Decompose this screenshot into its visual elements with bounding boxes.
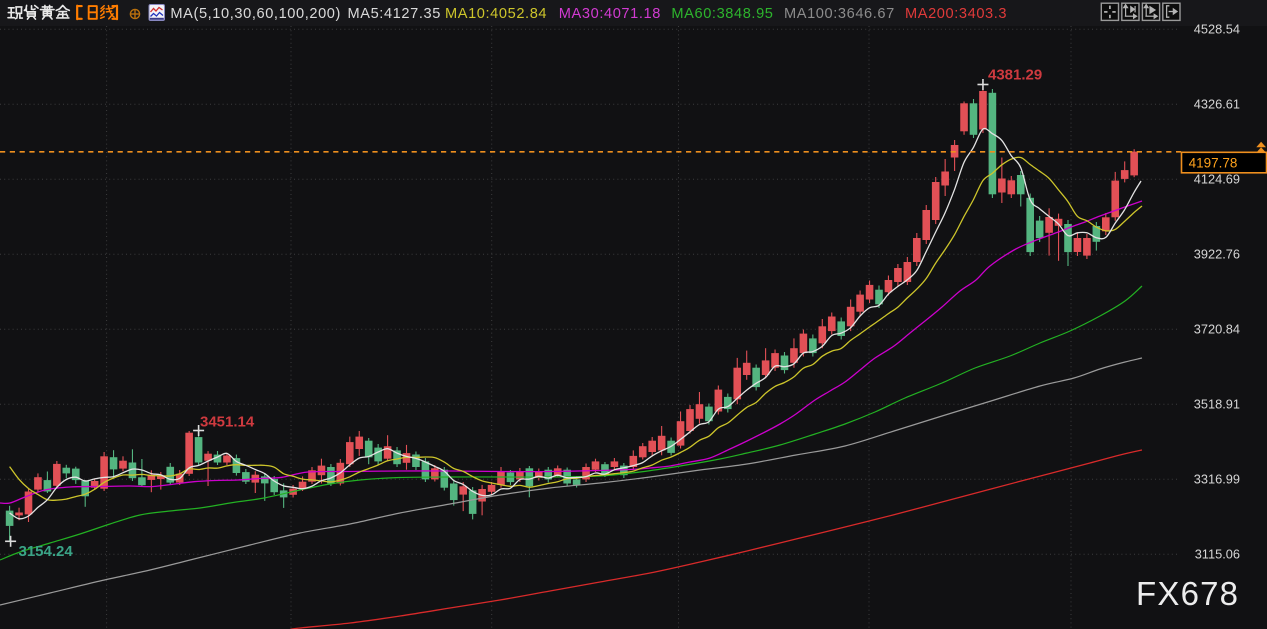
svg-text:MA10:4052.84: MA10:4052.84: [445, 6, 547, 22]
svg-text:4197.78: 4197.78: [1189, 156, 1238, 171]
svg-text:3316.99: 3316.99: [1194, 472, 1240, 487]
svg-text:MA60:3848.95: MA60:3848.95: [671, 6, 773, 22]
svg-text:3518.91: 3518.91: [1194, 397, 1240, 412]
svg-text:FX678: FX678: [1136, 575, 1239, 612]
svg-text:4381.29: 4381.29: [988, 67, 1042, 84]
svg-text:4326.61: 4326.61: [1194, 97, 1240, 112]
svg-text:4528.54: 4528.54: [1194, 22, 1240, 37]
svg-text:MA100:3646.67: MA100:3646.67: [784, 6, 895, 22]
svg-text:MA200:3403.3: MA200:3403.3: [905, 6, 1007, 22]
svg-text:3451.14: 3451.14: [200, 414, 255, 431]
svg-text:MA5:4127.35: MA5:4127.35: [348, 6, 441, 22]
svg-text:3922.76: 3922.76: [1194, 247, 1240, 262]
svg-text:MA(5,10,30,60,100,200): MA(5,10,30,60,100,200): [170, 6, 341, 22]
svg-text:3115.06: 3115.06: [1195, 547, 1240, 562]
svg-text:3154.24: 3154.24: [19, 543, 74, 560]
svg-text:3720.84: 3720.84: [1194, 322, 1240, 337]
svg-text:4124.69: 4124.69: [1194, 172, 1240, 187]
svg-text:MA30:4071.18: MA30:4071.18: [559, 6, 661, 22]
